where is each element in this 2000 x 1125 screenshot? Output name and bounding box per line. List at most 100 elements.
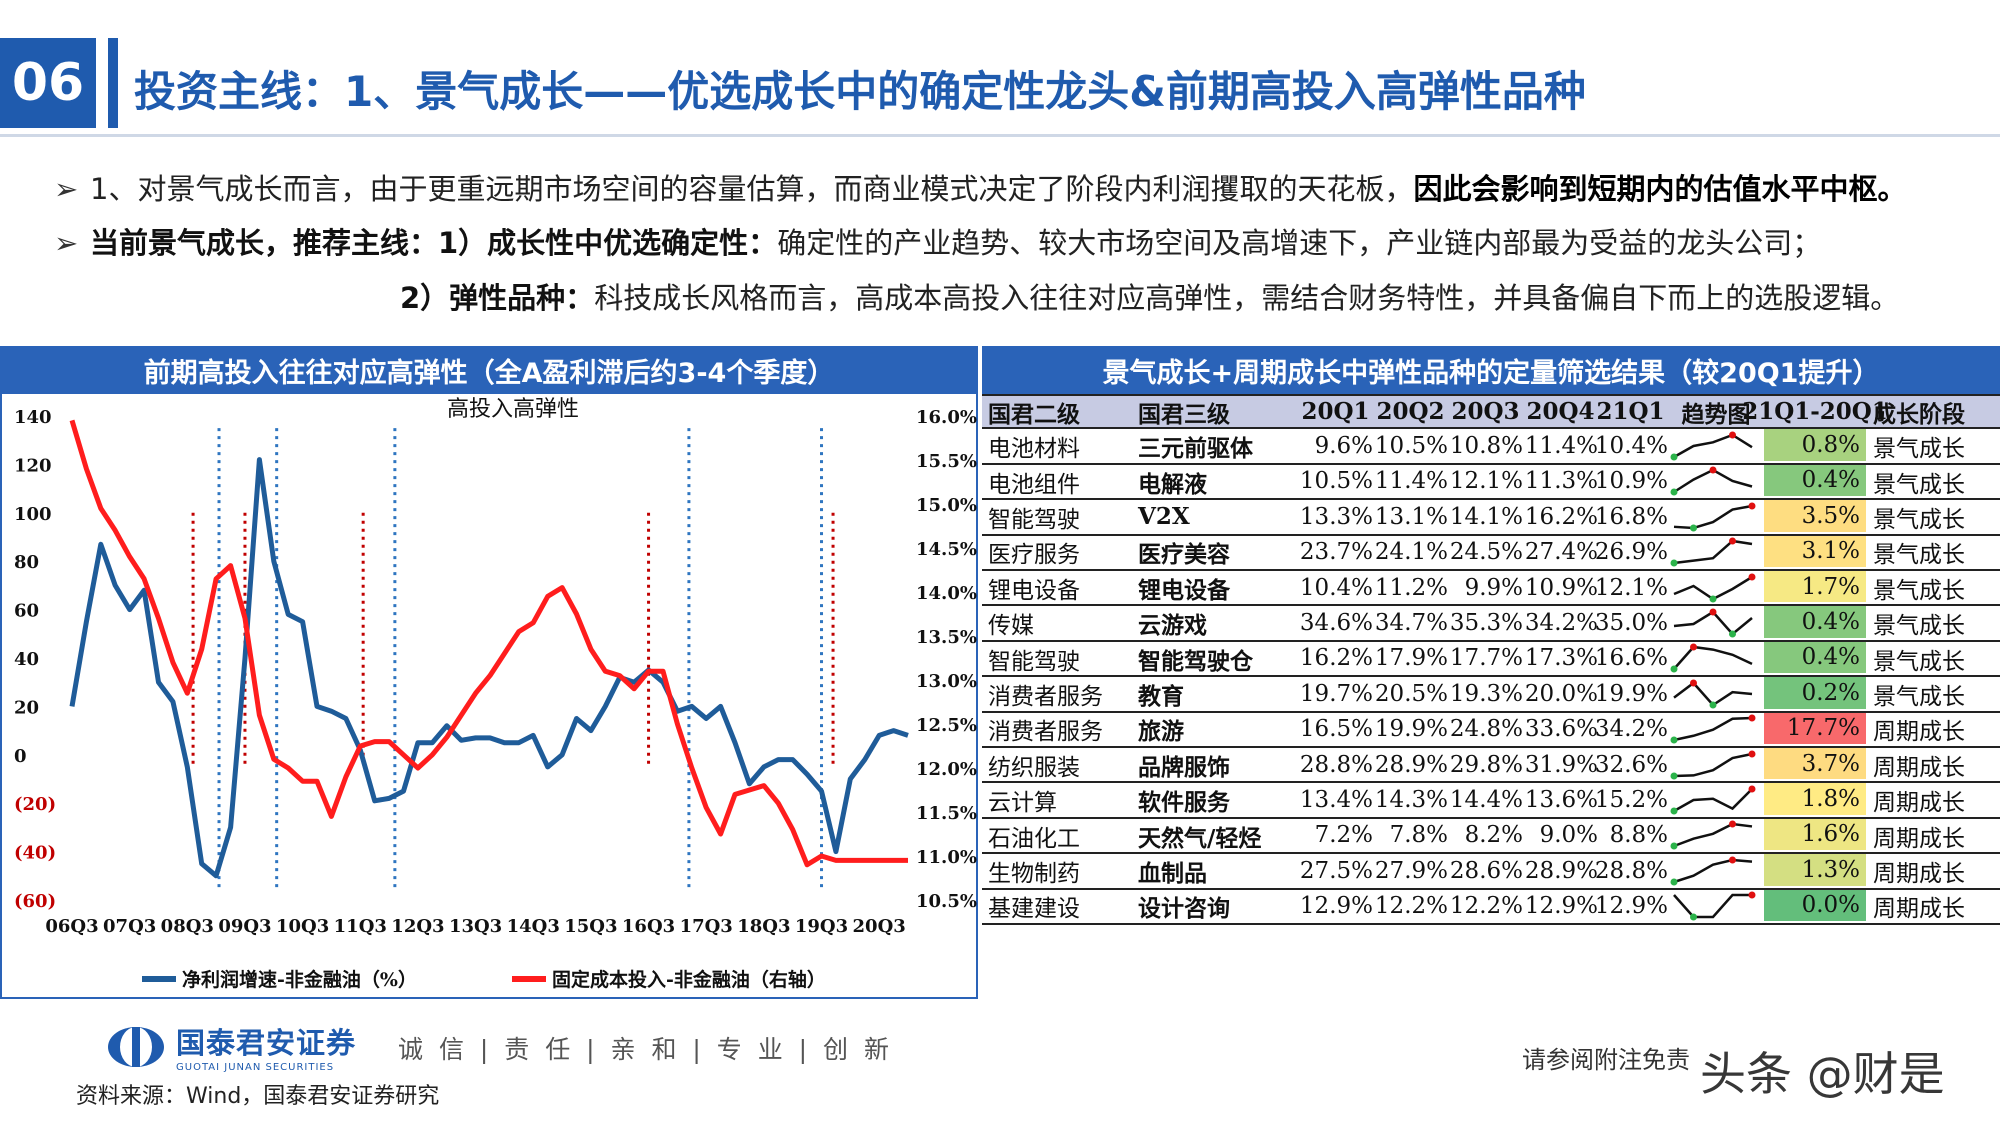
quarter-value-cell: 10.9% (1594, 468, 1668, 495)
level3-cell: 云游戏 (1138, 612, 1207, 640)
chart-panel-title: 前期高投入往往对应高弹性（全A盈利滞后约3-4个季度） (0, 346, 978, 394)
level3-cell: 品牌服饰 (1138, 753, 1230, 781)
quarter-value-cell: 32.6% (1594, 751, 1668, 778)
trend-sparkline (1668, 713, 1764, 746)
level2-cell: 智能驾驶 (988, 506, 1080, 533)
level2-cell: 医疗服务 (988, 542, 1080, 569)
level3-cell: 天然气/轻烃 (1138, 824, 1262, 852)
quarter-value-cell: 11.4% (1524, 433, 1598, 460)
quarter-value-cell: 11.4% (1374, 468, 1448, 495)
sparkline-marker (1729, 856, 1736, 864)
x-axis-tick-label: 11Q3 (334, 916, 387, 937)
stage-cell: 景气成长 (1873, 577, 1965, 604)
x-axis-tick-label: 19Q3 (795, 916, 848, 937)
table-header-row: 国君二级 国君三级 20Q1 20Q2 20Q3 20Q4 21Q1 趋势图 21Q1-20Q1… (982, 394, 2000, 430)
stage-cell: 周期成长 (1873, 790, 1965, 817)
quarter-value-cell: 13.6% (1524, 787, 1598, 814)
left-axis-tick-label: 100 (14, 504, 52, 525)
left-axis-tick-label: 120 (14, 455, 52, 476)
level3-cell: 旅游 (1138, 718, 1184, 746)
quarter-value-cell: 10.5% (1374, 433, 1448, 460)
right-axis-tick-label: 13.5% (916, 627, 977, 648)
sparkline-path (1673, 752, 1753, 777)
quarter-value-cell: 9.0% (1539, 822, 1598, 849)
quarter-value-cell: 16.8% (1594, 503, 1668, 530)
quarter-value-cell: 31.9% (1524, 751, 1598, 778)
company-logo: 国泰君安证券 GUOTAI JUNAN SECURITIES (106, 1020, 356, 1073)
quarter-value-cell: 34.7% (1374, 610, 1448, 637)
level3-cell: V2X (1138, 503, 1190, 531)
level2-cell: 生物制药 (988, 860, 1080, 887)
quarter-value-cell: 19.7% (1299, 680, 1373, 707)
quarter-value-cell: 10.9% (1524, 574, 1598, 601)
header-cell: 21Q1-20Q1 (1742, 398, 1888, 426)
table-row: 消费者服务 旅游 16.5% 19.9% 24.8% 33.6% 34.2% 17.7% 周期成… (982, 712, 2000, 748)
quarter-value-cell: 8.2% (1464, 822, 1523, 849)
right-axis-tick-label: 13.0% (916, 671, 977, 692)
trend-sparkline (1668, 642, 1764, 675)
x-axis-tick-label: 15Q3 (564, 916, 617, 937)
level2-cell: 纺织服装 (988, 754, 1080, 781)
sparkline-path (1673, 788, 1753, 813)
sparkline-marker (1709, 466, 1717, 474)
trend-sparkline (1668, 465, 1764, 498)
sparkline-marker (1690, 643, 1697, 651)
quarter-value-cell: 16.2% (1524, 503, 1598, 530)
page-title: 投资主线：1、景气成长——优选成长中的确定性龙头&前期高投入高弹性品种 (134, 67, 1586, 116)
quarter-value-cell: 24.8% (1449, 716, 1523, 743)
stage-cell: 景气成长 (1873, 506, 1965, 533)
x-axis-tick-label: 17Q3 (680, 916, 733, 937)
sparkline-marker (1709, 701, 1717, 709)
stage-cell: 景气成长 (1873, 436, 1965, 463)
logo-mark-icon (106, 1025, 166, 1069)
sparkline-marker (1748, 750, 1756, 758)
sparkline-icon (1670, 750, 1756, 780)
quarter-value-cell: 33.6% (1524, 716, 1598, 743)
disclaimer: 请参阅附注免责 (1522, 1046, 1690, 1074)
left-axis-tick-label: 40 (14, 649, 39, 670)
sparkline-path (1673, 823, 1753, 848)
bullet-2-text: 确定性的产业趋势、较大市场空间及高增速下，产业链内部最为受益的龙头公司； (777, 226, 1822, 260)
right-axis-tick-label: 11.5% (916, 803, 977, 824)
quarter-value-cell: 26.9% (1594, 539, 1668, 566)
quarter-value-cell: 28.6% (1449, 857, 1523, 884)
level2-cell: 基建建设 (988, 896, 1080, 923)
left-axis-tick-label: 60 (14, 601, 39, 622)
sparkline-marker (1729, 537, 1736, 545)
sparkline-marker (1729, 630, 1736, 638)
level2-cell: 传媒 (988, 613, 1034, 640)
quarter-value-cell: 28.9% (1524, 857, 1598, 884)
x-axis-tick-label: 18Q3 (737, 916, 790, 937)
stage-cell: 周期成长 (1873, 754, 1965, 781)
change-cell: 0.4% (1764, 464, 1866, 497)
quarter-value-cell: 34.6% (1299, 610, 1373, 637)
sparkline-marker (1670, 453, 1678, 461)
table-row: 传媒 云游戏 34.6% 34.7% 35.3% 34.2% 35.0% 0.4% 景气成长 (982, 606, 2000, 642)
quarter-value-cell: 14.4% (1449, 787, 1523, 814)
right-axis-tick-label: 14.5% (916, 539, 977, 560)
change-cell: 0.4% (1764, 606, 1866, 638)
sparkline-marker (1709, 595, 1717, 603)
net-profit-growth-line (69, 457, 909, 879)
level2-cell: 电池材料 (988, 436, 1080, 463)
quarter-value-cell: 15.2% (1594, 787, 1668, 814)
sparkline-marker (1748, 891, 1756, 899)
right-axis-tick-label: 10.5% (916, 891, 977, 912)
x-axis-tick-label: 20Q3 (853, 916, 906, 937)
table-row: 医疗服务 医疗美容 23.7% 24.1% 24.5% 27.4% 26.9% 3.1% 景气成… (982, 535, 2000, 571)
level3-cell: 智能驾驶仓 (1138, 647, 1253, 675)
x-axis-tick-label: 16Q3 (622, 916, 675, 937)
sparkline-marker (1670, 772, 1678, 780)
quarter-value-cell: 28.8% (1594, 857, 1668, 884)
level3-cell: 电解液 (1138, 470, 1207, 498)
sparkline-icon (1673, 502, 1756, 532)
stage-cell: 景气成长 (1873, 683, 1965, 710)
quarter-value-cell: 28.9% (1374, 751, 1448, 778)
level3-cell: 医疗美容 (1138, 541, 1230, 569)
sparkline-marker (1670, 736, 1678, 744)
sparkline-path (1673, 858, 1753, 884)
sparkline-marker (1748, 573, 1756, 581)
sparkline-icon (1670, 643, 1753, 673)
change-cell: 0.4% (1764, 641, 1866, 674)
bullet-2: ➢ 当前景气成长，推荐主线：1）成长性中优选确定性：确定性的产业趋势、较大市场空间… (54, 220, 1821, 262)
